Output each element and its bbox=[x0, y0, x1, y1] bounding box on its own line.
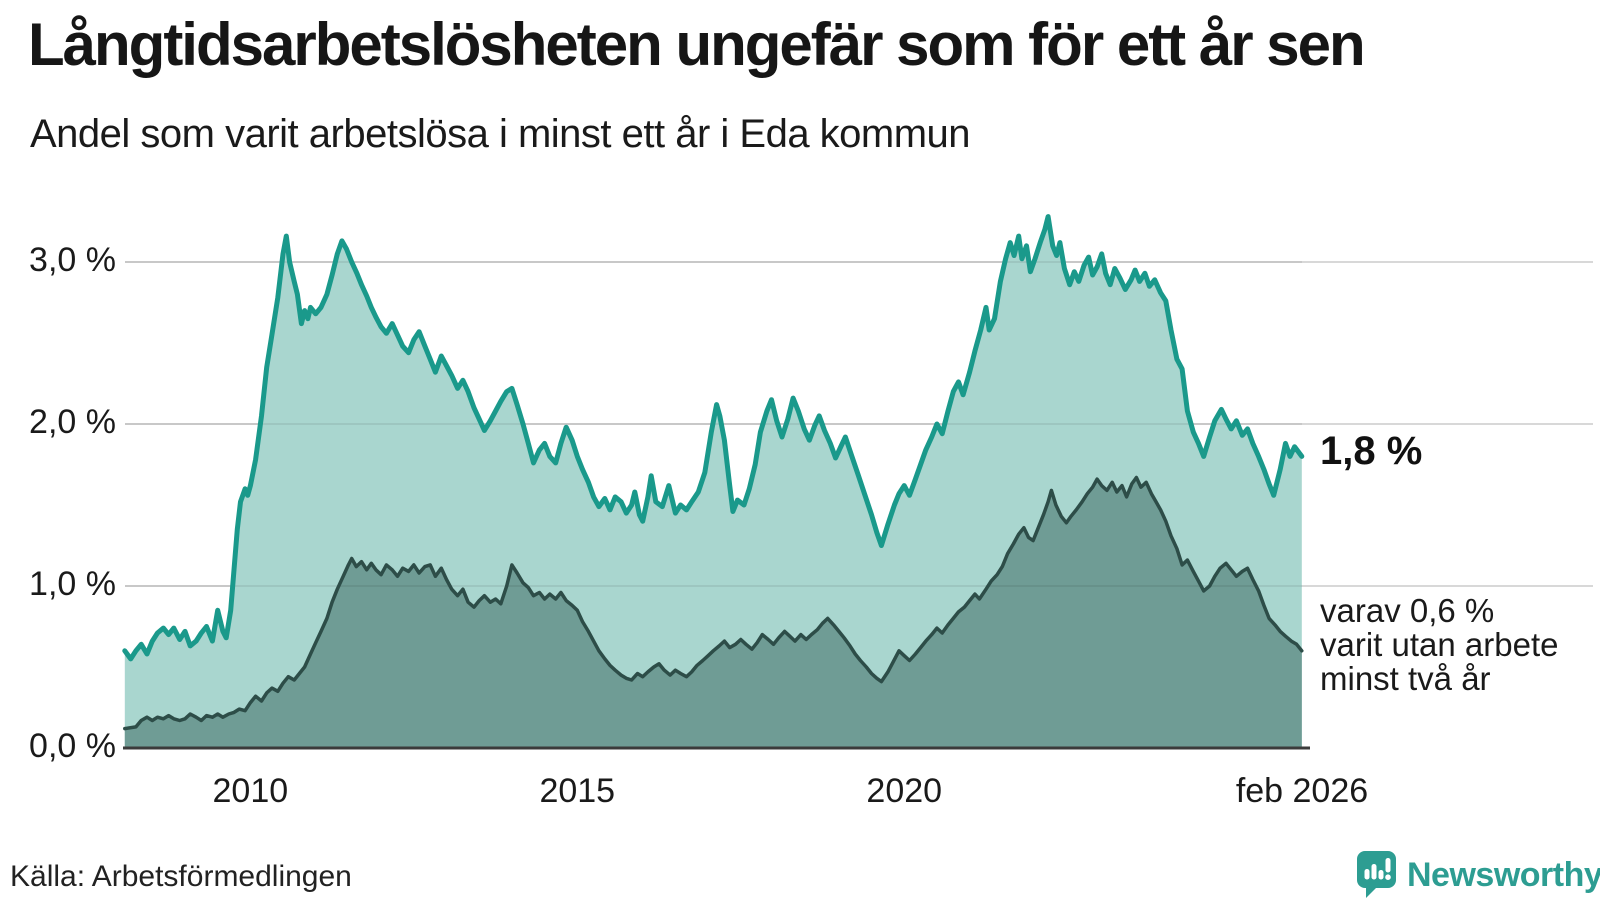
chart-subtitle: Andel som varit arbetslösa i minst ett å… bbox=[30, 112, 971, 156]
annotation-line-1: varav 0,6 % bbox=[1320, 592, 1495, 629]
x-axis-tick-label: feb 2026 bbox=[1235, 772, 1369, 810]
annotation-line-2: varit utan arbete bbox=[1320, 626, 1559, 663]
x-axis-tick-label: 2015 bbox=[539, 772, 616, 810]
page-title: Långtidsarbetslösheten ungefär som för e… bbox=[28, 11, 1366, 78]
series-area-1 bbox=[124, 477, 1302, 748]
newsworthy-logo: Newsworthy bbox=[1356, 850, 1600, 900]
y-axis-tick-label: 2,0 % bbox=[29, 403, 116, 441]
annotation-line-3: minst två år bbox=[1320, 660, 1491, 697]
secondary-series-annotation: varav 0,6 % varit utan arbete minst två … bbox=[1320, 594, 1558, 696]
y-axis-tick-label: 1,0 % bbox=[29, 565, 116, 603]
y-axis-tick-label: 0,0 % bbox=[29, 727, 116, 765]
series-line-1 bbox=[123, 475, 1304, 731]
newsworthy-logo-icon bbox=[1357, 851, 1396, 898]
x-axis-tick-label: 2010 bbox=[212, 772, 289, 810]
x-axis-tick-label: 2020 bbox=[866, 772, 943, 810]
source-attribution: Källa: Arbetsförmedlingen bbox=[10, 860, 352, 893]
latest-value-label: 1,8 % bbox=[1320, 429, 1423, 473]
newsworthy-logo-text: Newsworthy bbox=[1407, 855, 1600, 894]
y-axis-tick-label: 3,0 % bbox=[29, 241, 116, 279]
series-line-0 bbox=[122, 214, 1305, 662]
